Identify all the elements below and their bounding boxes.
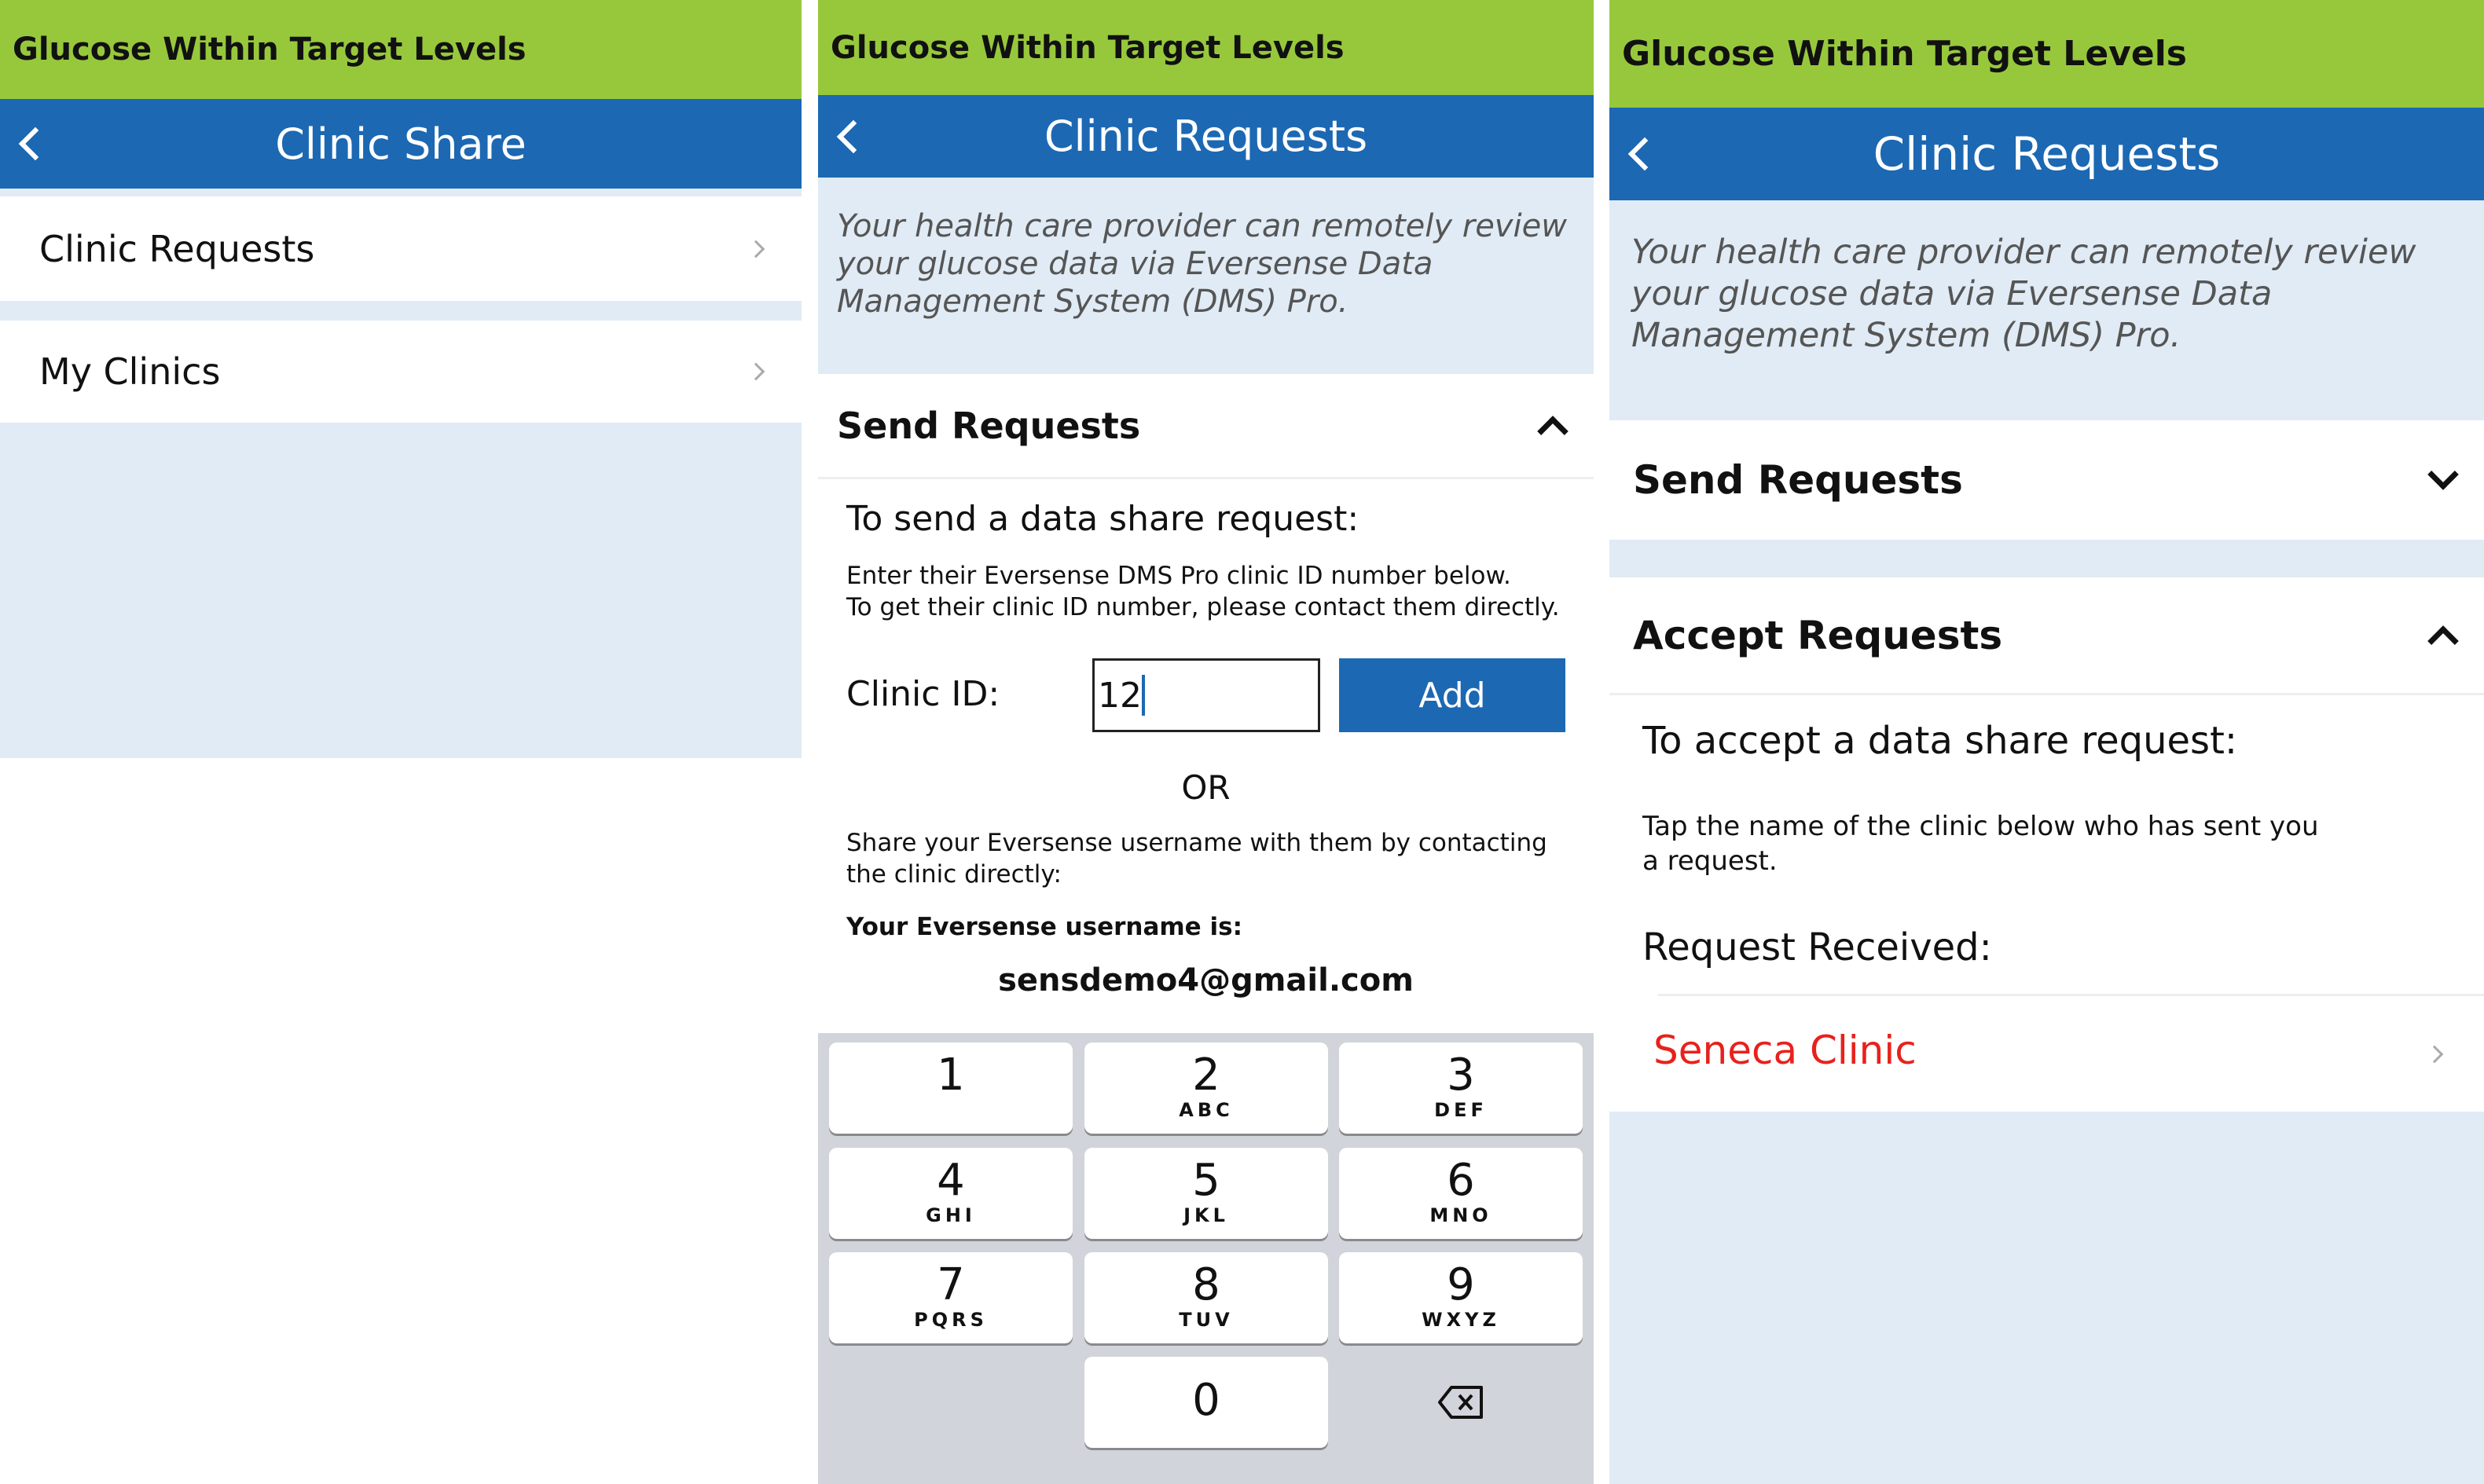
key-5[interactable]: 5 JKL	[1084, 1148, 1328, 1239]
chevron-down-icon	[2427, 459, 2459, 490]
chevron-right-icon	[2425, 1045, 2444, 1063]
nav-bar: Clinic Share	[0, 99, 802, 189]
status-banner: Glucose Within Target Levels	[1609, 0, 2484, 108]
text-cursor	[1142, 675, 1145, 716]
accept-heading: To accept a data share request:	[1642, 719, 2238, 763]
info-text: Your health care provider can remotely r…	[1631, 233, 2416, 355]
page-title: Clinic Requests	[1044, 112, 1368, 161]
or-divider: OR	[1181, 768, 1231, 807]
tap-instruction-1: Tap the name of the clinic below who has…	[1642, 811, 2319, 842]
key-1[interactable]: 1	[829, 1042, 1073, 1134]
accept-content	[1609, 695, 2484, 1112]
request-received-label: Request Received:	[1642, 925, 1992, 969]
list-item-my-clinics[interactable]: My Clinics	[0, 321, 802, 423]
backspace-key[interactable]	[1339, 1357, 1583, 1448]
add-button[interactable]: Add	[1339, 658, 1565, 732]
back-icon[interactable]	[836, 119, 871, 153]
clinic-name: Seneca Clinic	[1653, 1028, 1917, 1073]
info-box: Your health care provider can remotely r…	[1609, 200, 2484, 420]
status-banner: Glucose Within Target Levels	[0, 0, 802, 99]
clinic-id-input[interactable]: 12	[1092, 658, 1320, 732]
clinic-request-item[interactable]: Seneca Clinic	[1609, 996, 2484, 1112]
list-item-label: My Clinics	[39, 350, 221, 393]
divider	[1658, 994, 2484, 996]
tap-instruction-2: a request.	[1642, 845, 1778, 877]
key-2[interactable]: 2 ABC	[1084, 1042, 1328, 1134]
share-text-1: Share your Eversense username with them …	[846, 829, 1547, 857]
section-title: Accept Requests	[1633, 612, 2003, 658]
back-icon[interactable]	[1627, 137, 1662, 171]
key-0[interactable]: 0	[1084, 1357, 1328, 1448]
instruction-1: Enter their Eversense DMS Pro clinic ID …	[846, 562, 1511, 590]
section-title: Send Requests	[837, 404, 1141, 447]
clinic-id-value: 12	[1098, 675, 1142, 716]
info-text: Your health care provider can remotely r…	[837, 208, 1567, 320]
instruction-2: To get their clinic ID number, please co…	[846, 593, 1560, 621]
accept-requests-header[interactable]: Accept Requests	[1609, 577, 2484, 695]
backspace-icon	[1438, 1386, 1483, 1419]
accept-requests-screen: Glucose Within Target Levels Clinic Requ…	[1609, 0, 2484, 1484]
send-requests-header[interactable]: Send Requests	[818, 374, 1594, 479]
page-title: Clinic Requests	[1873, 127, 2221, 181]
list-item-label: Clinic Requests	[39, 227, 315, 270]
key-6[interactable]: 6 MNO	[1339, 1148, 1583, 1239]
username-value: sensdemo4@gmail.com	[998, 962, 1414, 998]
status-banner: Glucose Within Target Levels	[818, 0, 1594, 95]
send-requests-header[interactable]: Send Requests	[1609, 420, 2484, 540]
section-title: Send Requests	[1633, 457, 1963, 503]
key-9[interactable]: 9 WXYZ	[1339, 1252, 1583, 1343]
key-7[interactable]: 7 PQRS	[829, 1252, 1073, 1343]
clinic-share-screen: Glucose Within Target Levels Clinic Shar…	[0, 0, 802, 1484]
send-requests-screen: Glucose Within Target Levels Clinic Requ…	[818, 0, 1594, 1484]
key-4[interactable]: 4 GHI	[829, 1148, 1073, 1239]
chevron-right-icon	[747, 362, 765, 381]
username-label: Your Eversense username is:	[846, 913, 1242, 941]
info-box: Your health care provider can remotely r…	[818, 178, 1594, 374]
back-icon[interactable]	[18, 126, 53, 161]
nav-bar: Clinic Requests	[1609, 108, 2484, 200]
key-3[interactable]: 3 DEF	[1339, 1042, 1583, 1134]
share-text-2: the clinic directly:	[846, 860, 1062, 889]
send-heading: To send a data share request:	[846, 499, 1359, 539]
key-8[interactable]: 8 TUV	[1084, 1252, 1328, 1343]
chevron-up-icon	[1537, 415, 1569, 447]
nav-bar: Clinic Requests	[818, 95, 1594, 178]
page-title: Clinic Share	[275, 119, 527, 169]
clinic-id-label: Clinic ID:	[846, 674, 1000, 714]
chevron-right-icon	[747, 240, 765, 258]
list-item-clinic-requests[interactable]: Clinic Requests	[0, 196, 802, 301]
chevron-up-icon	[2427, 625, 2459, 657]
